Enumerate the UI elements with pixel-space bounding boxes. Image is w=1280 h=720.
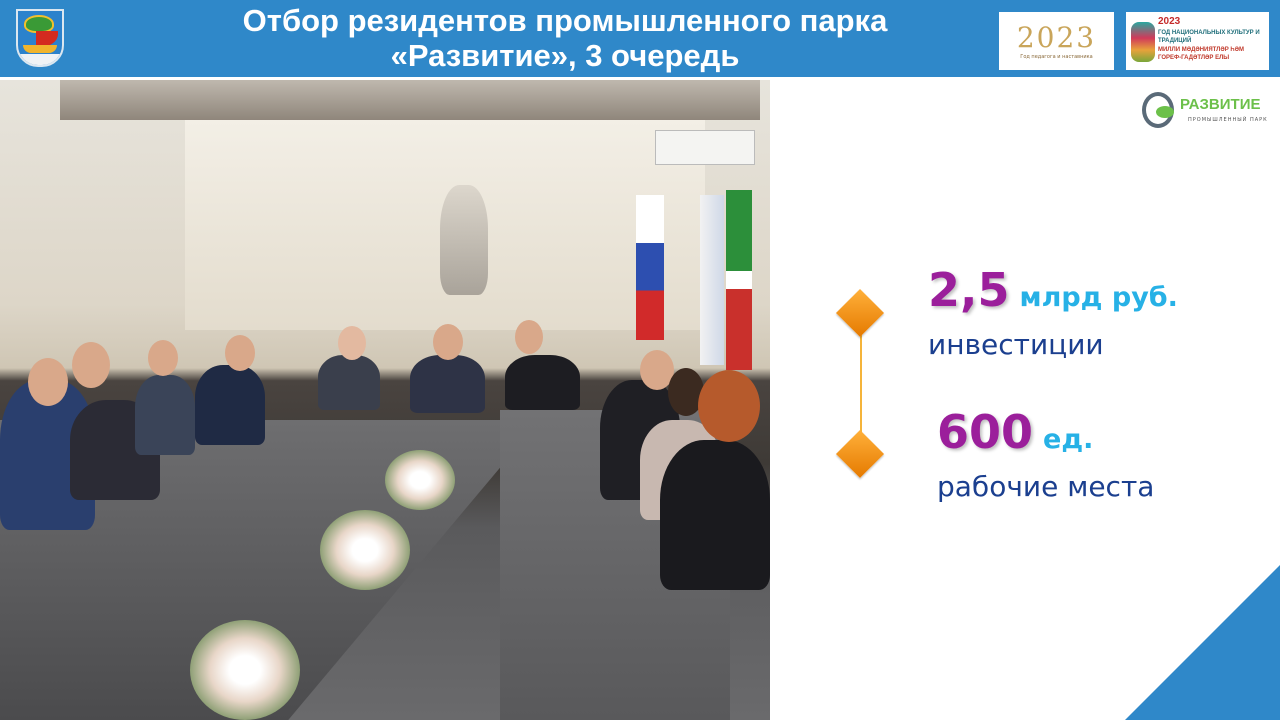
ornament-icon xyxy=(1131,22,1155,62)
stat-jobs: 600 ед. рабочие места xyxy=(937,404,1154,503)
title-line-1: Отбор резидентов промышленного парка xyxy=(242,3,888,38)
razvitie-park-logo: РАЗВИТИЕ ПРОМЫШЛЕННЫЙ ПАРК xyxy=(1140,90,1272,132)
diamond-marker-icon xyxy=(835,429,885,479)
stat-unit: млрд руб. xyxy=(1019,282,1178,313)
russia-flag xyxy=(636,195,664,340)
logo-caption: Год педагога и наставника xyxy=(1020,53,1093,60)
park-logo-name: РАЗВИТИЕ xyxy=(1180,96,1261,113)
emblem xyxy=(440,185,488,295)
stat-value: 2,5 xyxy=(928,263,1010,317)
year-of-cultures-logo: 2023 ГОД НАЦИОНАЛЬНЫХ КУЛЬТУР И ТРАДИЦИЙ… xyxy=(1126,12,1269,70)
diamond-marker-icon xyxy=(835,288,885,338)
coat-of-arms-logo xyxy=(16,9,64,67)
title-line-2: «Развитие», 3 очередь xyxy=(390,38,740,73)
year-of-teacher-logo: 2023 Год педагога и наставника xyxy=(999,12,1114,70)
air-conditioner xyxy=(655,130,755,165)
logo-line-tt: МИЛЛИ МӘДӘНИЯТЛӘР ҺӘМ ГОРЕФ-ГАДӘТЛӘР ЕЛЫ xyxy=(1158,47,1244,61)
stat-label: инвестиции xyxy=(928,328,1104,361)
logo-year-number: 2023 xyxy=(1016,20,1097,54)
logo-year: 2023 xyxy=(1158,16,1181,27)
stat-unit: ед. xyxy=(1043,424,1094,455)
tree-gear-icon xyxy=(1142,92,1174,128)
corner-accent xyxy=(1125,565,1280,720)
stat-label: рабочие места xyxy=(937,470,1155,503)
park-logo-subtitle: ПРОМЫШЛЕННЫЙ ПАРК xyxy=(1188,117,1268,123)
meeting-photo xyxy=(0,80,770,720)
logo-line-ru: ГОД НАЦИОНАЛЬНЫХ КУЛЬТУР И ТРАДИЦИЙ xyxy=(1158,30,1260,44)
slide-header: Отбор резидентов промышленного парка «Ра… xyxy=(0,0,1280,77)
tatarstan-flag xyxy=(726,190,752,370)
flag xyxy=(700,195,724,365)
timeline-connector xyxy=(860,315,862,455)
slide-title: Отбор резидентов промышленного парка «Ра… xyxy=(140,3,990,73)
stat-value: 600 xyxy=(937,405,1034,459)
stat-investment: 2,5 млрд руб. инвестиции xyxy=(928,262,1178,361)
